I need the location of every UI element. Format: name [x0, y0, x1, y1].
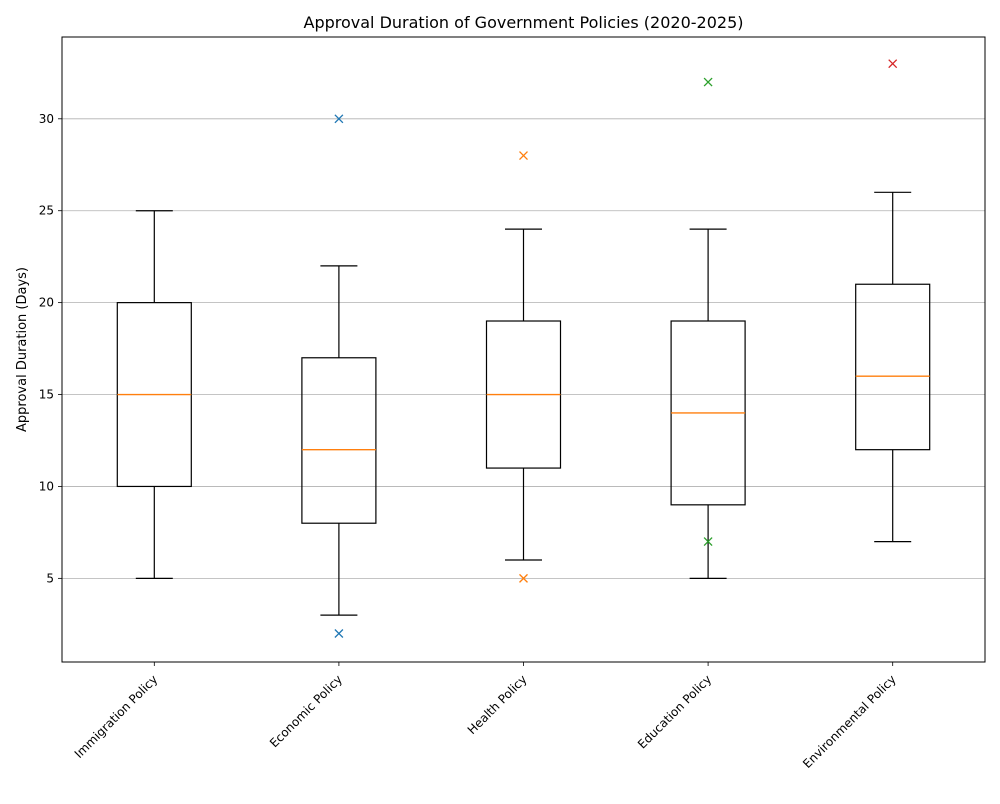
y-tick-label: 20 — [39, 296, 54, 310]
x-tick-label: Economic Policy — [267, 672, 345, 750]
outlier-stroke — [703, 537, 713, 547]
outlier-stroke — [334, 114, 344, 124]
plot-frame — [61, 36, 986, 663]
outlier-marker — [519, 151, 528, 161]
box-5 — [855, 59, 931, 543]
box-3 — [485, 151, 562, 583]
y-axis-label: Approval Duration (Days) — [15, 267, 30, 432]
iqr-box — [855, 283, 931, 451]
outlier-stroke — [334, 629, 344, 638]
x-tick-label: Education Policy — [635, 672, 714, 751]
y-tick-label: 25 — [39, 204, 54, 218]
outlier-marker — [888, 59, 898, 69]
y-axis-ticks: 5 10 15 20 25 30 — [39, 112, 62, 585]
chart-title: Approval Duration of Government Policies… — [304, 13, 744, 32]
x-tick-label: Immigration Policy — [72, 672, 161, 761]
outlier-stroke — [519, 151, 528, 161]
x-tick-label: Environmental Policy — [800, 672, 899, 771]
y-tick-label: 30 — [39, 112, 54, 126]
box-series — [116, 59, 931, 638]
outlier-marker — [519, 573, 528, 583]
y-tick-label: 15 — [39, 388, 54, 402]
y-tick-label: 10 — [39, 479, 54, 493]
iqr-box — [301, 357, 377, 524]
outlier-marker — [334, 629, 344, 638]
outlier-marker — [703, 77, 713, 87]
outlier-stroke — [519, 573, 528, 583]
box-4 — [670, 77, 746, 579]
outlier-stroke — [888, 59, 898, 69]
outlier-marker — [334, 114, 344, 124]
box-2 — [301, 114, 377, 638]
x-tick-label: Health Policy — [465, 672, 530, 737]
y-tick-label: 5 — [46, 571, 54, 585]
box-1 — [116, 210, 192, 579]
outlier-marker — [703, 537, 713, 547]
outlier-stroke — [703, 77, 713, 87]
x-axis-ticks: Immigration Policy Economic Policy Health … — [72, 662, 899, 771]
